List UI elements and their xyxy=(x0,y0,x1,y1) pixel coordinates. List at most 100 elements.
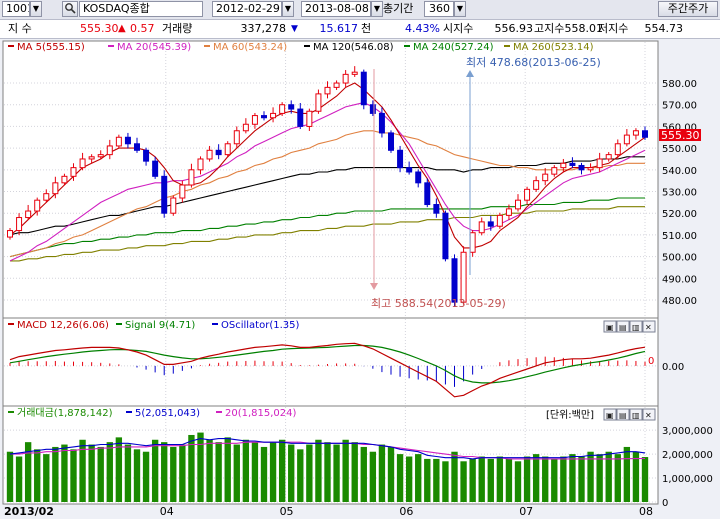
volume-bar xyxy=(351,442,358,502)
ma240-line xyxy=(9,197,645,258)
volume-bar xyxy=(188,434,195,502)
volume-bar xyxy=(34,449,41,502)
candle-body xyxy=(315,93,322,112)
volume-bar xyxy=(623,446,631,502)
volume-bar xyxy=(88,444,95,502)
candle-body xyxy=(369,104,376,114)
code-dropdown-button[interactable]: ▼ xyxy=(30,1,42,17)
volume-bar xyxy=(233,444,240,502)
candle-body xyxy=(251,115,258,125)
candle-body xyxy=(442,212,449,260)
candle-body xyxy=(496,214,503,227)
panel-button-icon: ▣ xyxy=(606,411,614,420)
candle-body xyxy=(106,145,113,156)
candle-body xyxy=(605,154,612,160)
macd-panel-buttons: ▣ ▤ ▥ ✕ xyxy=(603,320,656,333)
volume-bar xyxy=(133,449,141,502)
candle-body xyxy=(342,73,349,84)
candle-body xyxy=(614,143,621,156)
panel-button[interactable] xyxy=(629,408,643,421)
candle-body xyxy=(306,110,313,127)
volume-bar xyxy=(43,454,50,502)
candle-body xyxy=(533,180,540,190)
panel-button[interactable] xyxy=(629,320,643,333)
panel-button[interactable] xyxy=(616,320,630,333)
start-date-dropdown[interactable]: ▼ xyxy=(282,1,294,17)
candle-body xyxy=(469,232,476,253)
candle-body xyxy=(197,158,204,171)
stock-chart[interactable]: 580.00 570.00 560.00 550.00 540.00 530.00 520.… xyxy=(0,39,720,519)
volume-panel-buttons: ▣ ▤ ▥ ✕ xyxy=(603,408,656,421)
volume-tick-label: 0 xyxy=(662,498,668,509)
high-value: 558.01 xyxy=(564,22,604,35)
panel-button-icon: ▥ xyxy=(632,411,640,420)
last-price-badge xyxy=(659,129,701,141)
macd-lines xyxy=(4,342,657,398)
count-input[interactable]: 360 xyxy=(424,1,454,17)
volume-bar xyxy=(224,437,231,502)
volume-bar xyxy=(6,451,14,502)
volume-bar xyxy=(405,456,413,502)
candle-body xyxy=(288,104,295,110)
open-value: 556.93 xyxy=(494,22,534,35)
volume-bar xyxy=(369,451,377,502)
candle-body xyxy=(324,86,331,95)
count-dropdown[interactable]: ▼ xyxy=(454,1,466,17)
panel-button[interactable] xyxy=(616,408,630,421)
volume-bar xyxy=(460,461,467,502)
stock-name-field[interactable]: KOSDAQ종합 xyxy=(79,1,203,17)
volume-bar xyxy=(487,458,494,502)
volume-bar xyxy=(179,444,186,502)
index-value: 555.30 xyxy=(80,22,119,35)
candle-body xyxy=(88,156,95,160)
panel-button[interactable] xyxy=(642,408,656,421)
panel-button[interactable] xyxy=(603,408,617,421)
volume-bar xyxy=(124,444,132,502)
candle-body xyxy=(378,112,385,134)
candle-body xyxy=(415,171,422,184)
start-date-input[interactable]: 2012-02-29 xyxy=(212,1,282,17)
volume-value: 337,278 xyxy=(240,22,287,35)
volume-bar xyxy=(342,439,349,502)
panel-button[interactable] xyxy=(642,320,656,333)
volume-bar xyxy=(514,461,522,502)
panel-button[interactable] xyxy=(603,320,617,333)
period-button[interactable]: 주간주가 xyxy=(658,1,718,17)
candle-body xyxy=(279,104,286,114)
ma260-line xyxy=(10,206,645,262)
candle-body xyxy=(542,173,549,182)
volume-bar xyxy=(251,442,259,502)
legend-label: 20(1,815,024) xyxy=(225,408,297,419)
candle-body xyxy=(551,167,558,175)
end-date-dropdown[interactable]: ▼ xyxy=(371,1,383,17)
volume-bar xyxy=(442,461,449,502)
candle-body xyxy=(152,160,159,177)
candle-body xyxy=(569,162,576,166)
legend-label: Signal 9(4.71) xyxy=(125,320,195,331)
legend-label: MA 20(545.39) xyxy=(117,42,191,53)
candles xyxy=(7,66,648,307)
price-panel xyxy=(2,40,659,319)
volume-bar xyxy=(269,442,277,502)
legend-label: MA 120(546.08) xyxy=(313,42,394,53)
candle-body xyxy=(397,149,404,169)
x-axis-year-label: 2013/02 xyxy=(4,505,54,518)
end-date-input[interactable]: 2013-08-08 xyxy=(301,1,371,17)
code-input[interactable]: 1001 xyxy=(2,1,30,17)
candle-body xyxy=(206,149,213,160)
volume-tick-label: 2,000,000 xyxy=(662,450,713,461)
volume-bar xyxy=(578,456,585,502)
candle-body xyxy=(143,149,150,162)
search-button[interactable] xyxy=(62,1,78,17)
volume-bar xyxy=(614,454,621,502)
panel-button-icon: ▣ xyxy=(606,323,614,332)
volume-bar xyxy=(97,446,104,502)
ma60-line xyxy=(9,130,645,258)
candle-body xyxy=(460,251,467,303)
candle-body xyxy=(224,143,231,156)
y-axis-labels: 580.00 570.00 560.00 550.00 540.00 530.00 520.… xyxy=(648,79,713,509)
volume-bars xyxy=(4,429,657,503)
candle-body xyxy=(487,221,494,227)
candle-body xyxy=(578,164,585,171)
candle-body xyxy=(406,167,413,173)
